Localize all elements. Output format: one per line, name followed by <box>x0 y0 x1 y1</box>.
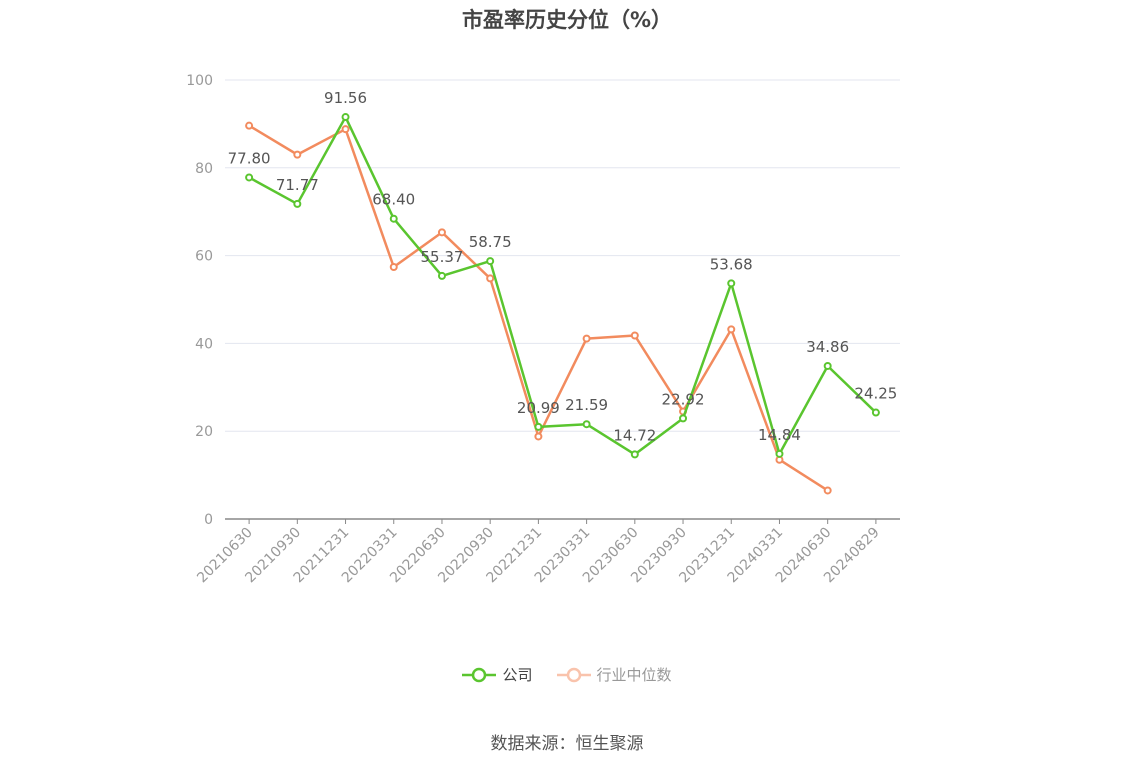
series-line-company <box>248 115 877 456</box>
legend-industry-label: 行业中位数 <box>596 666 672 684</box>
y-tick-label: 80 <box>195 161 213 177</box>
data-point-industry-median <box>389 263 398 272</box>
data-label-company: 71.77 <box>276 176 319 194</box>
legend-company-label: 公司 <box>502 666 533 684</box>
data-point-industry-median <box>823 486 832 495</box>
line-chart: 0204060801002021063020210930202112312022… <box>186 73 900 586</box>
legend-item-industry-median[interactable]: 行业中位数 <box>556 664 672 685</box>
data-label-company: 14.84 <box>758 426 801 444</box>
y-tick-label: 0 <box>204 512 213 528</box>
legend-industry-icon <box>556 667 591 682</box>
data-point-industry-median <box>341 125 350 134</box>
data-point-company <box>727 279 736 288</box>
data-label-company: 77.80 <box>228 149 271 167</box>
data-label-company: 55.37 <box>420 248 463 266</box>
data-point-industry-median <box>582 334 591 343</box>
chart-title: 市盈率历史分位（%） <box>461 8 673 32</box>
data-label-company: 14.72 <box>613 426 656 444</box>
y-tick-label: 60 <box>195 249 213 265</box>
data-point-company <box>775 449 784 458</box>
series <box>245 113 880 495</box>
data-point-industry-median <box>727 325 736 334</box>
data-label-company: 34.86 <box>806 338 849 356</box>
data-point-industry-median <box>486 274 495 283</box>
data-point-company <box>871 408 880 417</box>
data-label-company: 53.68 <box>710 255 753 273</box>
data-point-company <box>389 214 398 223</box>
legend: 公司 行业中位数 <box>0 664 1134 685</box>
grid-lines <box>225 79 900 432</box>
data-source: 数据来源：恒生聚源 <box>490 734 644 754</box>
legend-company-icon <box>462 667 497 682</box>
data-point-industry-median <box>630 331 639 340</box>
data-labels: 77.80 71.77 91.56 68.40 55.37 58.75 20.99 21.59… <box>228 89 898 444</box>
data-point-company <box>582 420 591 429</box>
data-point-company <box>486 257 495 266</box>
data-point-industry-median <box>245 121 254 130</box>
data-point-company <box>630 450 639 459</box>
data-point-company <box>823 361 832 370</box>
y-tick-label: 100 <box>186 73 213 89</box>
axes: 0204060801002021063020210930202112312022… <box>186 73 900 586</box>
data-point-industry-median <box>534 432 543 441</box>
data-label-company: 24.25 <box>854 385 897 403</box>
data-point-company <box>341 113 350 122</box>
data-label-company: 91.56 <box>324 89 367 107</box>
data-label-company: 58.75 <box>469 233 512 251</box>
y-tick-label: 40 <box>195 336 213 352</box>
data-point-industry-median <box>293 150 302 159</box>
data-label-company: 68.40 <box>372 191 415 209</box>
data-label-company: 21.59 <box>565 396 608 414</box>
data-point-company <box>293 199 302 208</box>
data-point-company <box>245 173 254 182</box>
data-label-company: 20.99 <box>517 399 560 417</box>
data-point-industry-median <box>437 228 446 237</box>
data-point-company <box>534 422 543 431</box>
y-tick-label: 20 <box>195 424 213 440</box>
legend-item-company[interactable]: 公司 <box>462 664 533 685</box>
data-label-company: 22.92 <box>662 390 705 408</box>
data-point-company <box>679 414 688 423</box>
data-point-company <box>437 271 446 280</box>
